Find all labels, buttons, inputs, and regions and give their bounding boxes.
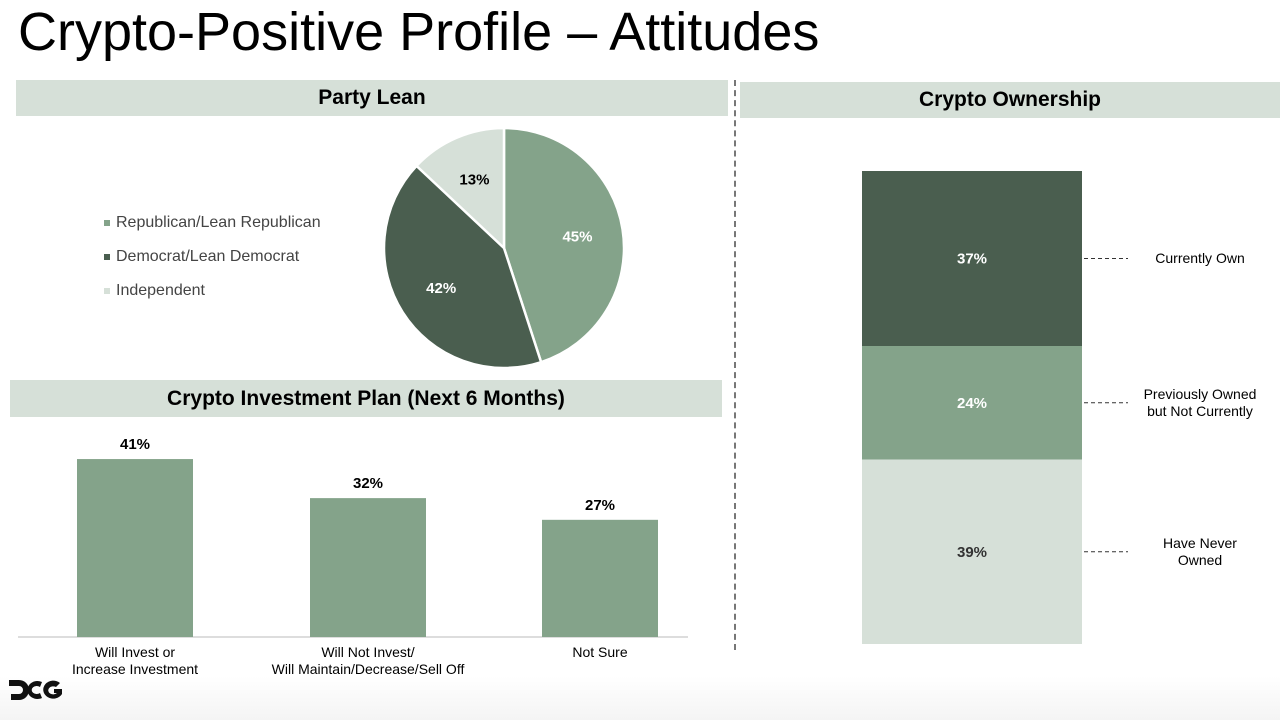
legend-item: Independent xyxy=(104,282,205,300)
stack-category-label: Have Never Owned xyxy=(1163,534,1237,568)
legend-item: Democrat/Lean Democrat xyxy=(104,248,299,266)
pie-data-label: 42% xyxy=(426,280,456,297)
stack-segment xyxy=(862,171,1082,347)
dcg-logo xyxy=(9,680,62,700)
stack-segment xyxy=(862,459,1082,644)
legend-swatch xyxy=(104,220,110,226)
bar xyxy=(542,519,658,637)
x-tick-label: Will Not Invest/Will Maintain/Decrease/S… xyxy=(271,644,465,677)
investment-plan-header: Crypto Investment Plan (Next 6 Months) xyxy=(10,380,722,417)
pie-slice xyxy=(382,164,543,370)
bar-data-label: 32% xyxy=(353,475,383,492)
stack-category-label: Currently Own xyxy=(1155,250,1245,266)
stack-category-label: Previously Owned but Not Currently xyxy=(1143,385,1257,419)
pie-slice xyxy=(414,126,506,251)
crypto-ownership-header: Crypto Ownership xyxy=(740,82,1280,118)
divider xyxy=(734,80,736,650)
bar-data-label: 41% xyxy=(120,436,150,453)
bar xyxy=(77,459,193,637)
legend-swatch xyxy=(104,254,110,260)
legend-label: Independent xyxy=(116,282,205,299)
pie-data-label: 45% xyxy=(562,228,592,245)
party-lean-header: Party Lean xyxy=(16,80,728,116)
stack-data-label: 37% xyxy=(957,251,987,268)
pie-slice xyxy=(502,126,626,364)
bar xyxy=(310,498,426,637)
legend-swatch xyxy=(104,288,110,294)
stack-segment xyxy=(862,346,1082,460)
legend-item: Republican/Lean Republican xyxy=(104,214,321,232)
legend-label: Republican/Lean Republican xyxy=(116,214,321,231)
x-tick-label: Not Sure xyxy=(572,644,628,660)
stack-data-label: 24% xyxy=(957,395,987,412)
footer xyxy=(0,676,1280,720)
page-title: Crypto-Positive Profile – Attitudes xyxy=(18,2,820,62)
pie-data-label: 13% xyxy=(459,172,489,189)
x-tick-label: Will Invest or Increase Investment xyxy=(71,644,199,677)
stack-data-label: 39% xyxy=(957,544,987,561)
bar-data-label: 27% xyxy=(585,497,615,514)
legend-label: Democrat/Lean Democrat xyxy=(116,248,300,265)
